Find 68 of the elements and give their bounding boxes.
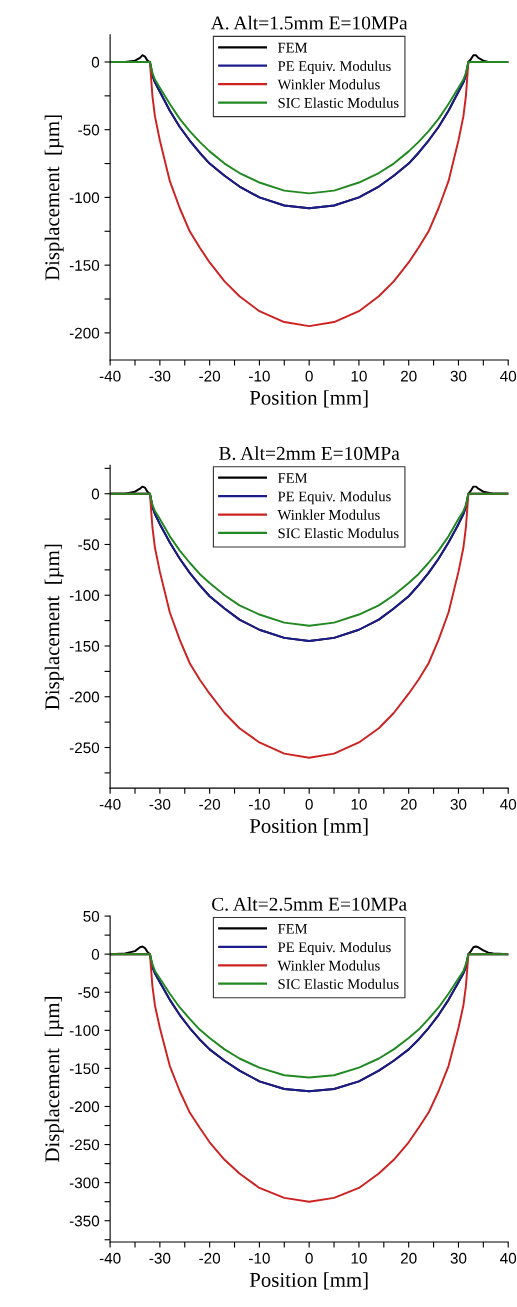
legend-label: FEM: [277, 42, 308, 53]
y-tick-label: -200: [69, 327, 100, 339]
legend-label: SIC Elastic Modulus: [278, 97, 399, 108]
x-axis-title: Position [mm]: [249, 390, 368, 408]
x-tick-label: -40: [99, 798, 121, 810]
x-tick-label: -10: [249, 1252, 270, 1264]
x-tick-label: 40: [500, 798, 517, 810]
y-tick-label: -300: [69, 1177, 100, 1189]
x-tick-label: 40: [500, 1252, 517, 1264]
legend-label: Winkler Modulus: [277, 960, 380, 971]
legend-label: SIC Elastic Modulus: [278, 978, 399, 989]
x-tick-label: -30: [149, 370, 171, 382]
x-tick-label: 0: [305, 370, 313, 382]
x-tick-label: -40: [99, 1252, 121, 1264]
y-tick-label: -50: [78, 539, 100, 551]
x-tick-label: -20: [199, 798, 221, 810]
x-tick-label: -10: [249, 798, 270, 810]
x-axis-title: Position [mm]: [249, 1272, 368, 1290]
y-tick-label: -250: [69, 1139, 100, 1151]
legend-label: PE Equiv. Modulus: [277, 60, 391, 74]
x-tick-label: 10: [351, 798, 367, 810]
chart-title: C. Alt=2.5mm E=10MPa: [212, 897, 407, 911]
y-tick-label: -200: [69, 1101, 100, 1113]
x-tick-label: -30: [149, 798, 171, 810]
y-tick-label: -100: [69, 1025, 100, 1036]
x-tick-label: 30: [450, 1252, 467, 1264]
y-tick-label: -50: [78, 124, 100, 136]
x-tick-label: 0: [305, 1252, 313, 1264]
y-axis-title: Displacement [µm]: [44, 115, 64, 281]
legend-label: FEM: [277, 473, 308, 483]
y-tick-label: -150: [69, 640, 100, 652]
y-tick-label: 0: [91, 949, 100, 960]
legend-label: SIC Elastic Modulus: [278, 527, 399, 539]
y-tick-label: -250: [69, 742, 100, 754]
y-tick-label: 0: [91, 56, 100, 68]
chart-title: A. Alt=1.5mm E=10MPa: [210, 15, 408, 30]
legend-label: Winkler Modulus: [277, 79, 380, 90]
y-tick-label: -50: [78, 987, 100, 998]
x-tick-label: 20: [400, 798, 417, 810]
y-tick-label: -100: [69, 590, 100, 601]
y-tick-label: -350: [69, 1215, 100, 1227]
x-axis-title: Position [mm]: [249, 818, 368, 836]
y-tick-label: -150: [69, 1063, 100, 1075]
y-tick-label: -200: [69, 691, 100, 703]
y-tick-label: 50: [83, 910, 100, 922]
y-axis-title: Displacement [µm]: [44, 544, 64, 710]
chart-title: B. Alt=2mm E=10MPa: [219, 446, 400, 461]
legend-label: FEM: [277, 924, 308, 934]
legend-label: PE Equiv. Modulus: [277, 941, 391, 956]
legend-label: Winkler Modulus: [277, 509, 380, 520]
y-tick-label: 0: [91, 488, 100, 500]
x-tick-label: -40: [99, 370, 121, 382]
legend-label: PE Equiv. Modulus: [277, 491, 391, 505]
x-tick-label: -10: [249, 370, 270, 382]
x-tick-label: 10: [351, 1252, 367, 1264]
x-tick-label: 40: [500, 370, 517, 382]
x-tick-label: -20: [199, 370, 221, 382]
x-tick-label: -20: [199, 1252, 221, 1264]
y-tick-label: -150: [69, 260, 100, 271]
x-tick-label: 20: [400, 370, 417, 382]
x-tick-label: 20: [400, 1252, 417, 1264]
y-axis-title: Displacement [µm]: [44, 997, 64, 1162]
y-tick-label: -100: [69, 192, 100, 204]
x-tick-label: 0: [305, 798, 313, 810]
x-tick-label: -30: [149, 1252, 171, 1264]
x-tick-label: 10: [351, 370, 367, 382]
x-tick-label: 30: [450, 370, 467, 382]
x-tick-label: 30: [450, 798, 467, 810]
